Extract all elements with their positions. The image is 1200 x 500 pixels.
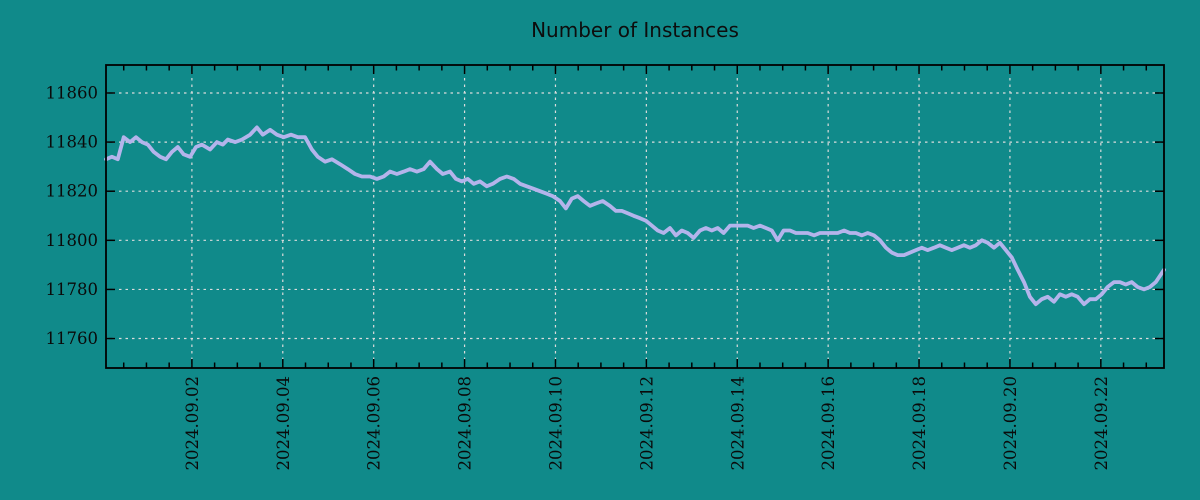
x-tick-label: 2024.09.12: [637, 376, 656, 470]
x-tick-label: 2024.09.18: [910, 376, 929, 470]
y-tick-label: 11780: [46, 280, 99, 299]
x-tick-label: 2024.09.22: [1092, 376, 1111, 470]
x-tick-label: 2024.09.04: [274, 376, 293, 470]
plot-border: [105, 64, 1165, 369]
x-tick-label: 2024.09.16: [819, 376, 838, 470]
gridlines-layer: [106, 65, 1164, 368]
y-tick-label: 11840: [46, 133, 99, 152]
x-tick-label: 2024.09.20: [1001, 376, 1020, 470]
x-tick-label: 2024.09.14: [728, 376, 747, 470]
y-tick-label: 11860: [46, 83, 99, 102]
axis-labels-layer: 11760 11780 11800 11820 11840 11860 2024.09.02…: [46, 83, 1111, 470]
x-tick-label: 2024.09.10: [546, 376, 565, 470]
axes-layer: [105, 64, 1165, 369]
chart-title: Number of Instances: [531, 18, 739, 42]
x-tick-label: 2024.09.06: [365, 376, 384, 470]
y-tick-label: 11760: [46, 329, 99, 348]
x-tick-label: 2024.09.08: [456, 376, 475, 470]
series-line-instances: [104, 125, 1166, 307]
y-tick-label: 11820: [46, 182, 99, 201]
y-tick-label: 11800: [46, 231, 99, 250]
series-layer: [104, 125, 1166, 307]
x-tick-label: 2024.09.02: [183, 376, 202, 470]
